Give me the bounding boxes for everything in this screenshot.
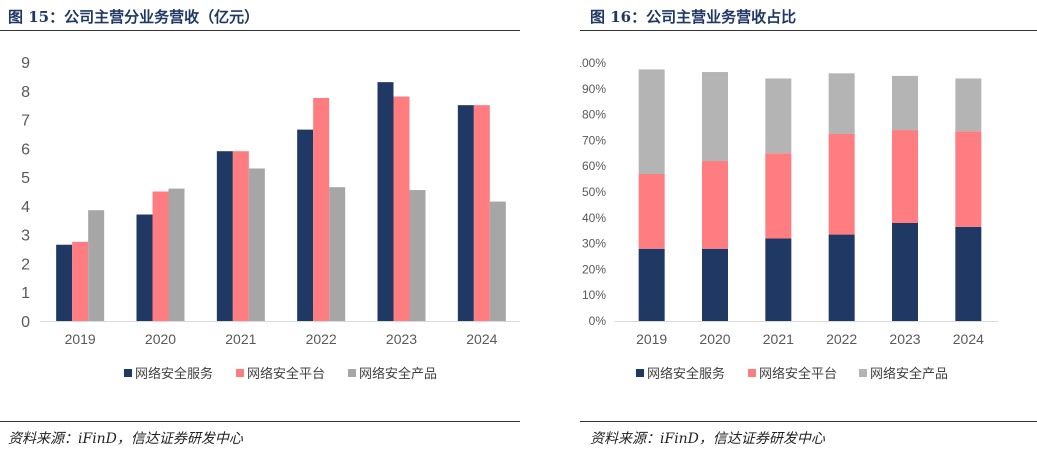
y-tick-label: 7 <box>21 113 30 130</box>
stack-2021-3 <box>765 78 792 154</box>
bar-2022-2 <box>313 97 330 321</box>
y-tick-label: 0 <box>21 314 30 331</box>
legend-swatch <box>859 369 867 377</box>
y-tick-label: 5 <box>21 170 30 187</box>
stack-2022-3 <box>828 73 855 134</box>
y-tick-label: 3 <box>21 228 30 245</box>
y-tick-label: 6 <box>21 141 30 158</box>
y-tick-label: 1 <box>21 285 30 302</box>
stack-2019-3 <box>638 69 665 174</box>
x-tick-label: 2021 <box>763 331 794 347</box>
figure-16-title: 图 16：公司主营业务营收占比 <box>590 8 797 26</box>
bar-2021-2 <box>232 151 249 321</box>
legend-label: 网络安全产品 <box>359 366 437 382</box>
bar-2021-1 <box>216 151 233 321</box>
bar-2020-1 <box>136 214 153 321</box>
y-tick-label: 30% <box>582 237 606 251</box>
x-tick-label: 2023 <box>386 331 417 347</box>
bar-2021-3 <box>248 168 265 321</box>
y-tick-label: 40% <box>582 211 606 225</box>
legend-swatch <box>236 369 244 377</box>
figure-16-source: 资料来源：iFinD，信达证券研发中心 <box>590 431 825 447</box>
figure-15-title: 图 15：公司主营分业务营收（亿元） <box>8 8 260 26</box>
stack-2020-3 <box>702 72 728 162</box>
stack-2024-1 <box>955 226 982 321</box>
x-tick-label: 2020 <box>699 331 730 347</box>
y-tick-label: 60% <box>582 159 606 173</box>
stacked-bar-chart: 0% 10% 20% 30% 40% 50% 60% 70% 80% 90% 100% 2019 202… <box>580 56 998 382</box>
legend-swatch <box>636 369 644 377</box>
bar-2019-1 <box>56 244 73 321</box>
stack-2019-2 <box>638 173 665 249</box>
legend-label: 网络安全平台 <box>759 366 837 382</box>
bar-2024-2 <box>473 105 490 322</box>
y-tick-label: 0% <box>589 314 607 328</box>
y-tick-label: 10% <box>582 288 606 302</box>
y-tick-label: 70% <box>582 133 606 147</box>
stack-2019-1 <box>638 248 665 321</box>
legend-swatch <box>124 369 132 377</box>
stack-2023-3 <box>892 75 918 131</box>
bar-2024-1 <box>457 105 474 322</box>
x-tick-label: 2019 <box>65 331 96 347</box>
bar-2020-3 <box>168 188 185 321</box>
bar-2023-2 <box>393 96 410 322</box>
x-tick-label: 2020 <box>145 331 176 347</box>
x-tick-label: 2019 <box>636 331 667 347</box>
bar-2023-1 <box>377 82 394 321</box>
legend-label: 网络安全平台 <box>247 366 325 382</box>
x-tick-label: 2022 <box>826 331 857 347</box>
x-tick-label: 2022 <box>306 331 337 347</box>
legend-swatch <box>348 369 356 377</box>
figure-16-panel: 图 16：公司主营业务营收占比 0% 10% 20% 30% 40% 50% 60% 70% 8… <box>580 0 1037 453</box>
x-tick-label: 2021 <box>225 331 256 347</box>
y-tick-label: 50% <box>582 185 606 199</box>
figure-16-bottom-rule <box>580 421 1037 422</box>
x-tick-label: 2024 <box>466 331 497 347</box>
stack-2024-3 <box>955 78 982 132</box>
legend-label: 网络安全服务 <box>647 366 725 382</box>
stack-2021-2 <box>765 153 792 239</box>
stack-2022-1 <box>828 234 855 321</box>
y-tick-label: 20% <box>582 262 606 276</box>
bar-2019-2 <box>72 241 89 321</box>
stack-2020-1 <box>702 248 728 321</box>
y-tick-label: 9 <box>21 55 30 72</box>
stack-2023-1 <box>892 222 918 321</box>
figure-15-source: 资料来源：iFinD，信达证券研发中心 <box>8 431 243 447</box>
x-tick-label: 2023 <box>889 331 920 347</box>
y-tick-label: 80% <box>582 108 606 122</box>
stack-2021-1 <box>765 238 792 321</box>
stack-2023-2 <box>892 130 918 223</box>
y-tick-label: 2 <box>21 256 30 273</box>
stack-2022-2 <box>828 133 855 235</box>
figure-15-bottom-rule <box>0 421 520 422</box>
figure-15-top-rule <box>0 30 520 31</box>
legend-swatch <box>748 369 756 377</box>
y-tick-label: 4 <box>21 199 30 216</box>
legend-label: 网络安全产品 <box>870 366 948 382</box>
bar-2024-3 <box>489 201 506 321</box>
bar-2022-1 <box>297 129 314 321</box>
bar-2020-2 <box>152 191 169 321</box>
y-tick-label: 100% <box>580 56 606 70</box>
grouped-bar-chart: 0 1 2 3 4 5 6 7 8 9 2019 2020 2021 2022 2023 2024 网络安全服务… <box>21 55 520 382</box>
y-tick-label: 90% <box>582 82 606 96</box>
x-tick-label: 2024 <box>953 331 984 347</box>
figure-15-panel: 图 15：公司主营分业务营收（亿元） 0 1 2 3 4 5 6 7 8 9 2019 2020 202… <box>0 8 520 447</box>
legend-label: 网络安全服务 <box>135 366 213 382</box>
figure-16-top-rule <box>580 30 1037 31</box>
bar-2023-3 <box>409 190 426 321</box>
stack-2020-2 <box>702 161 728 249</box>
y-tick-label: 8 <box>21 84 30 101</box>
stack-2024-2 <box>955 131 982 227</box>
bar-2022-3 <box>329 187 346 321</box>
bar-2019-3 <box>88 210 105 321</box>
